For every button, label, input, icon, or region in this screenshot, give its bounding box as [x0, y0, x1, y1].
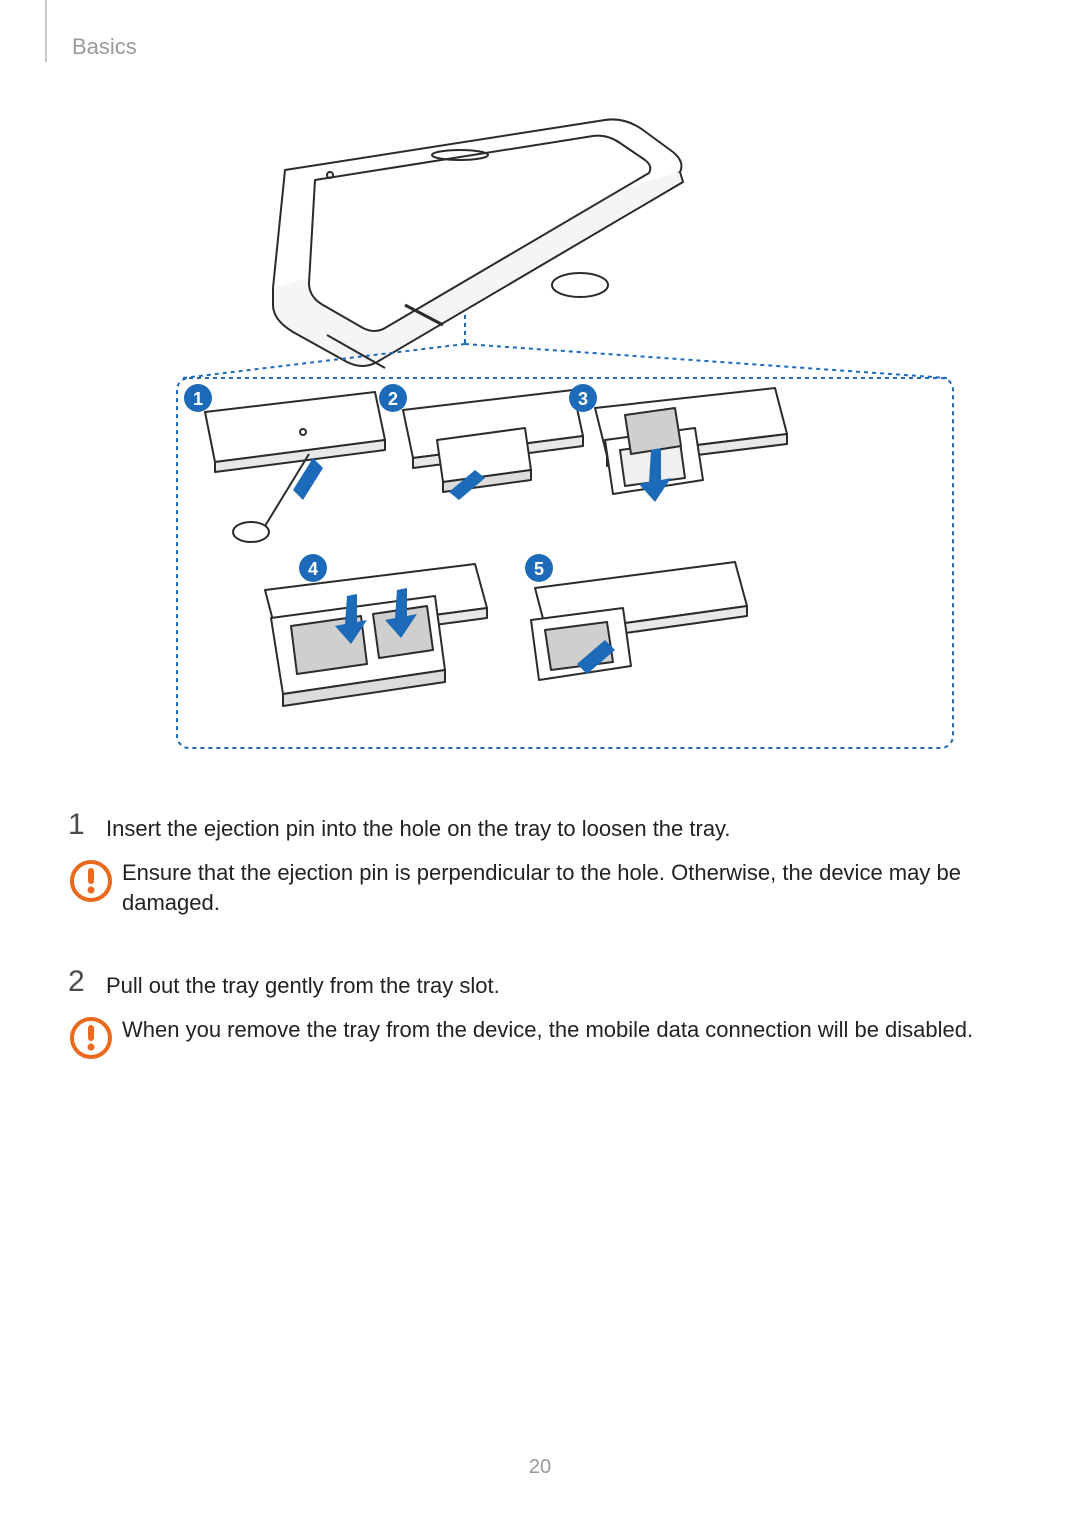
caution-text: Ensure that the ejection pin is perpendi… [122, 858, 1013, 920]
substep-1 [205, 392, 385, 542]
step-number: 1 [68, 810, 106, 840]
diagram-step-badge-number: 1 [193, 389, 203, 409]
caution-row: When you remove the tray from the device… [68, 1015, 1013, 1061]
step-text: Insert the ejection pin into the hole on… [106, 810, 731, 844]
diagram-step-badge-number: 2 [388, 389, 398, 409]
substep-3 [595, 388, 787, 502]
caution-text: When you remove the tray from the device… [122, 1015, 973, 1046]
step-row: 2 Pull out the tray gently from the tray… [68, 967, 1013, 1001]
caution-icon [68, 1015, 114, 1061]
caution-icon [68, 858, 114, 904]
sim-tray-diagram: 1 2 3 4 5 [175, 110, 955, 760]
section-title: Basics [72, 34, 137, 60]
diagram-step-badge-number: 3 [578, 389, 588, 409]
page-number: 20 [0, 1456, 1080, 1479]
substep-4 [265, 564, 487, 706]
instruction-steps: 1 Insert the ejection pin into the hole … [68, 810, 1013, 1109]
step-text: Pull out the tray gently from the tray s… [106, 967, 500, 1001]
diagram-step-badge-number: 5 [534, 559, 544, 579]
caution-row: Ensure that the ejection pin is perpendi… [68, 858, 1013, 920]
step-row: 1 Insert the ejection pin into the hole … [68, 810, 1013, 844]
step-number: 2 [68, 967, 106, 997]
diagram-step-badge-number: 4 [308, 559, 318, 579]
phone-illustration [273, 119, 683, 368]
header-vertical-rule [45, 0, 47, 62]
substep-2 [403, 390, 583, 500]
substep-5 [531, 562, 747, 680]
